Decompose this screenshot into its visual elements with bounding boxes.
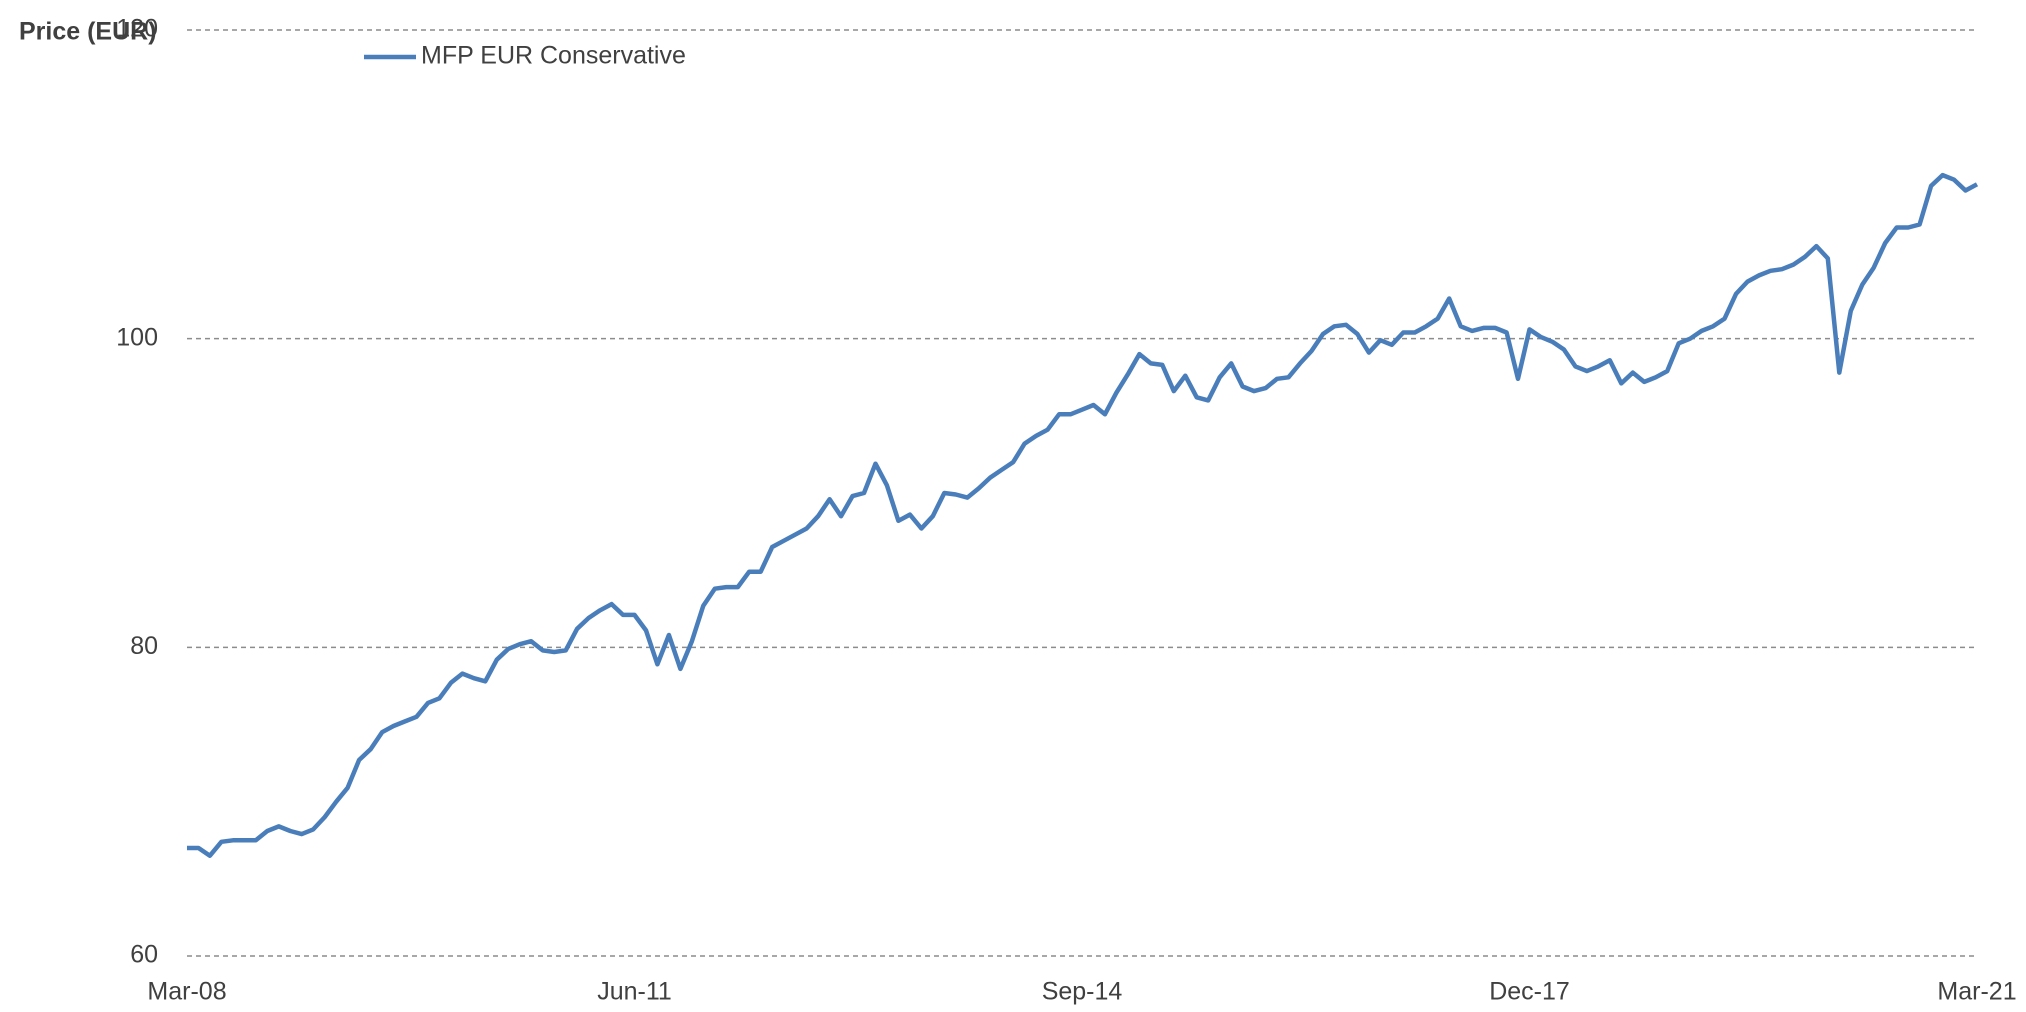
x-tick-label: Mar-21 xyxy=(1937,978,2016,1006)
y-tick-label: 120 xyxy=(116,15,158,43)
y-tick-label: 60 xyxy=(130,941,158,969)
x-tick-label: Jun-11 xyxy=(597,978,672,1006)
y-tick-label: 80 xyxy=(130,632,158,660)
x-tick-label: Sep-14 xyxy=(1042,978,1123,1006)
series-line xyxy=(187,172,1979,858)
y-tick-label: 100 xyxy=(116,323,158,351)
x-tick-label: Dec-17 xyxy=(1489,978,1570,1006)
y-axis-title: Price (EUR) xyxy=(19,18,157,46)
x-tick-label: Mar-08 xyxy=(147,978,226,1006)
legend-label: MFP EUR Conservative xyxy=(421,42,686,70)
